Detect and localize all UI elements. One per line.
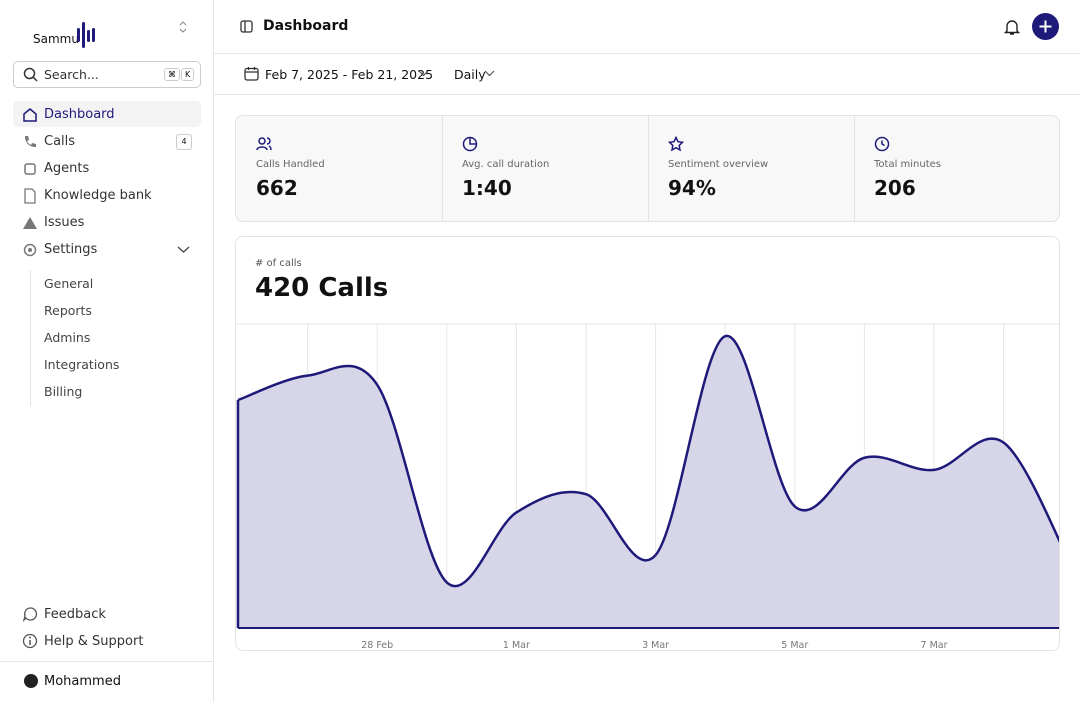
- user-name[interactable]: Mohammed: [44, 674, 121, 689]
- nav-active-bg: [13, 101, 201, 127]
- header: Dashboard: [214, 0, 1080, 54]
- search-placeholder: Search...: [44, 67, 99, 82]
- stat-value: 662: [256, 176, 298, 200]
- search-box[interactable]: Search... ⌘ K: [13, 61, 201, 88]
- doc-icon: [24, 188, 36, 204]
- area: [238, 336, 1059, 628]
- divider: [0, 661, 213, 662]
- logo: [77, 22, 95, 48]
- chevron[interactable]: [177, 245, 190, 254]
- issues-icon: [23, 217, 37, 229]
- stat-label: Sentiment overview: [668, 159, 769, 170]
- stat-value: 94%: [668, 176, 716, 200]
- stat-icon: [256, 137, 272, 151]
- add-button[interactable]: [1032, 13, 1059, 40]
- filter-bar: Feb 7, 2025 - Feb 21, 2025 Daily: [214, 54, 1080, 95]
- shortcut-key: ⌘: [164, 68, 180, 81]
- shortcut-key: K: [181, 68, 195, 81]
- chevron[interactable]: [484, 70, 495, 77]
- footer-link[interactable]: Feedback: [44, 607, 106, 622]
- sub-item[interactable]: Billing: [44, 384, 83, 399]
- stat-value: 1:40: [462, 176, 512, 200]
- stats-card: Calls Handled 662 Avg. call duration 1:40 Se…: [235, 115, 1060, 222]
- date-range[interactable]: Feb 7, 2025 - Feb 21, 2025: [265, 67, 434, 82]
- submenu-line: [30, 270, 31, 406]
- stat-label: Avg. call duration: [462, 159, 550, 170]
- x-tick-label: 1 Mar: [503, 640, 530, 650]
- x-tick-label: 5 Mar: [781, 640, 808, 650]
- feedback-icon: [22, 607, 38, 622]
- brand[interactable]: Sammu: [33, 32, 79, 46]
- panel-icon[interactable]: [240, 20, 253, 33]
- calendar-icon: [244, 67, 259, 81]
- chevron[interactable]: [418, 70, 429, 77]
- page-title: Dashboard: [263, 18, 349, 34]
- nav-badge: 4: [176, 134, 192, 150]
- home-icon: [23, 108, 37, 122]
- nav-item[interactable]: Calls: [44, 134, 76, 149]
- nav-item[interactable]: Dashboard: [44, 107, 115, 122]
- sidebar: Sammu Search... ⌘ K Dashboard Calls 4 Ag…: [0, 0, 214, 702]
- sub-item[interactable]: General: [44, 276, 94, 291]
- nav-item[interactable]: Issues: [44, 215, 85, 230]
- search-icon: [23, 67, 38, 82]
- stat-icon: [874, 136, 890, 152]
- chart-card: # of calls 420 Calls 28 Feb 1 Mar 3 Mar 5 M…: [235, 236, 1060, 651]
- chart-title: 420 Calls: [255, 273, 389, 303]
- nav-item[interactable]: Knowledge bank: [44, 188, 152, 203]
- stat-icon: [668, 136, 684, 152]
- sub-item[interactable]: Reports: [44, 303, 92, 318]
- avatar: [24, 674, 38, 688]
- nav-item[interactable]: Agents: [44, 161, 90, 176]
- chart-subtitle: # of calls: [255, 258, 302, 269]
- stat-icon: [462, 136, 478, 152]
- phone-icon: [25, 136, 36, 147]
- stat-divider: [442, 116, 443, 221]
- nav-item[interactable]: Settings: [44, 242, 98, 257]
- footer-link[interactable]: Help & Support: [44, 634, 144, 649]
- stat-divider: [648, 116, 649, 221]
- sub-item[interactable]: Admins: [44, 330, 91, 345]
- x-tick-label: 3 Mar: [642, 640, 669, 650]
- stat-value: 206: [874, 176, 916, 200]
- stat-label: Total minutes: [874, 159, 942, 170]
- settings-icon: [23, 243, 37, 257]
- x-tick-label: 7 Mar: [921, 640, 948, 650]
- switcher[interactable]: [178, 20, 188, 34]
- stat-divider: [854, 116, 855, 221]
- stat-label: Calls Handled: [256, 159, 325, 170]
- agents-icon: [24, 163, 36, 175]
- bell[interactable]: [1004, 18, 1020, 36]
- line: [236, 334, 1059, 628]
- sub-item[interactable]: Integrations: [44, 357, 120, 372]
- interval[interactable]: Daily: [454, 67, 486, 82]
- help-icon: [22, 633, 38, 649]
- x-tick-label: 28 Feb: [361, 640, 393, 650]
